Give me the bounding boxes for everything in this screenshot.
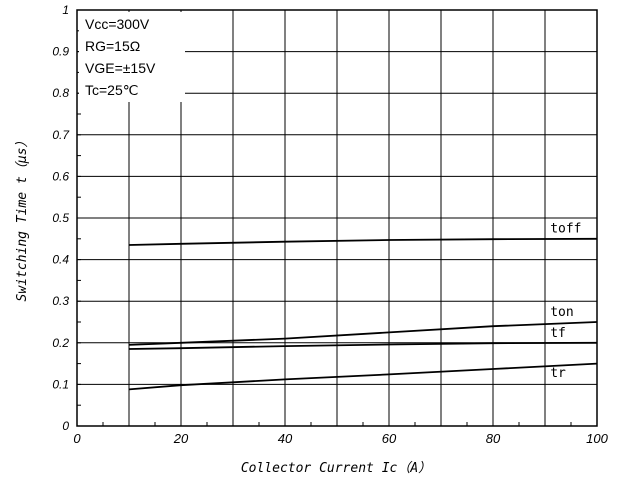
x-tick-label: 80 <box>486 431 501 446</box>
y-tick-label: 0 <box>62 419 69 433</box>
condition-text: RG=15Ω <box>85 38 140 54</box>
y-tick-label: 0.2 <box>52 336 69 350</box>
y-tick-label: 0.9 <box>52 45 69 59</box>
x-tick-label: 20 <box>173 431 189 446</box>
y-tick-label: 0.6 <box>52 169 69 183</box>
test-conditions: Vcc=300V RG=15Ω VGE=±15V Tc=25℃ <box>79 12 185 102</box>
x-tick-label: 60 <box>382 431 397 446</box>
condition-text: Vcc=300V <box>85 16 150 32</box>
x-tick-label: 0 <box>73 431 81 446</box>
y-tick-label: 0.4 <box>52 253 69 267</box>
series-label-tf: tf <box>550 326 566 341</box>
series-label-ton: ton <box>550 305 573 320</box>
series-label-toff: toff <box>550 222 581 237</box>
condition-text: VGE=±15V <box>85 60 156 76</box>
series-lines <box>128 237 598 391</box>
condition-text: Tc=25℃ <box>85 82 138 98</box>
y-tick-label: 1 <box>62 3 69 17</box>
y-axis-title: Switching Time t（μs） <box>14 135 30 302</box>
series-line-ton <box>128 321 598 346</box>
y-tick-label: 0.3 <box>52 294 69 308</box>
series-label-tr: tr <box>550 366 566 381</box>
y-tick-label: 0.5 <box>52 211 69 225</box>
series-line-tr <box>128 362 598 391</box>
x-tick-label: 40 <box>278 431 293 446</box>
y-tick-label: 0.7 <box>52 128 70 142</box>
series-line-tf <box>128 341 598 350</box>
y-tick-labels: 0 0.1 0.2 0.3 0.4 0.5 0.6 0.7 0.8 0.9 1 <box>52 3 70 433</box>
series-labels: toff ton tf tr <box>550 222 581 381</box>
x-axis-title: Collector Current Ic（A） <box>241 460 431 476</box>
x-tick-label: 100 <box>586 431 608 446</box>
y-tick-label: 0.1 <box>52 377 69 391</box>
y-tick-label: 0.8 <box>52 86 69 100</box>
conditions-background <box>79 12 185 102</box>
series-line-toff <box>128 237 598 246</box>
x-tick-labels: 0 20 40 60 80 100 <box>73 431 608 446</box>
